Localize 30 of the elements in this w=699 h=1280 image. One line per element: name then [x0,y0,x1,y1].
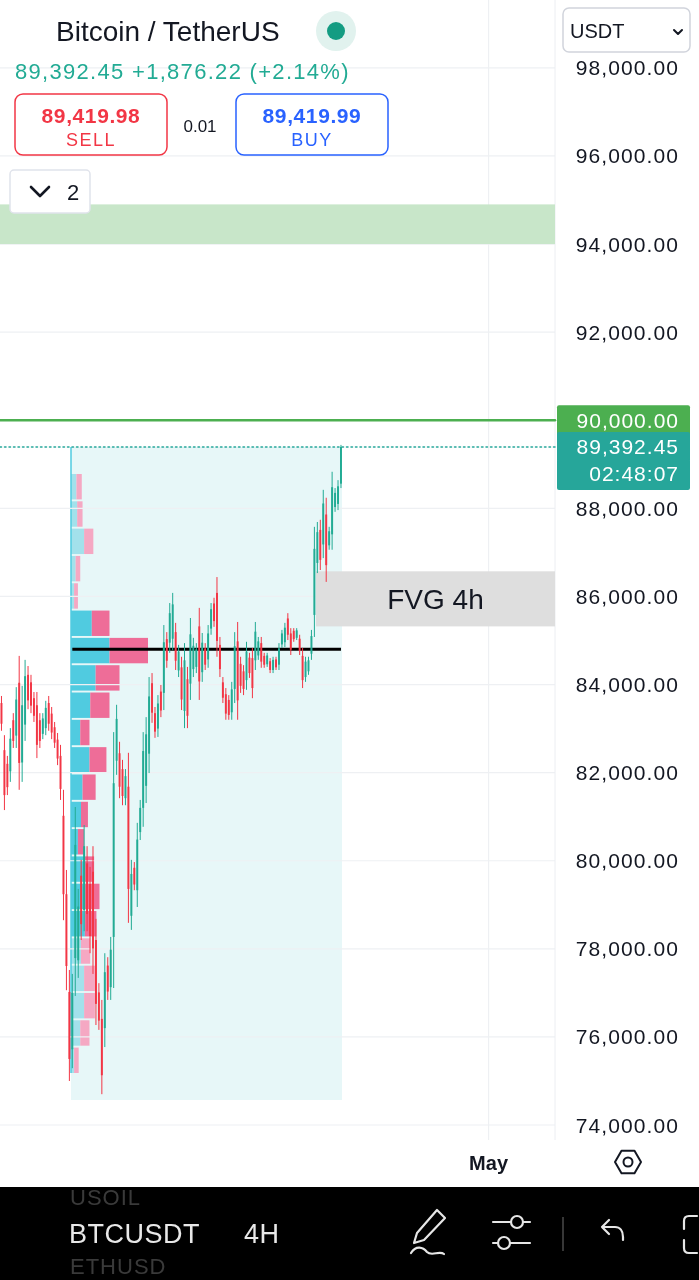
annotation: 2 [66,179,80,205]
x-tick-label: May [469,1152,509,1174]
y-tick-label: 96,000.00 [575,144,679,168]
y-tick-label: 94,000.00 [575,232,679,256]
annotation: SELL [65,130,117,150]
text: ETHUSD [70,1253,167,1279]
annotation: 89,419.99 [262,103,362,127]
y-tick-label: 76,000.00 [575,1025,679,1049]
y-tick-label: 92,000.00 [575,320,679,344]
y-tick-label: 84,000.00 [575,673,679,697]
annotation: BUY [291,130,333,150]
y-tick-label: 82,000.00 [575,761,679,785]
y-tick-label: 88,000.00 [575,496,679,520]
y-tick-label: 80,000.00 [575,849,679,873]
ref-line-label: 89,392.45 [576,435,679,459]
text: 89,392.45 +1,876.22 (+2.14%) [15,58,350,84]
band-label: FVG 4h [387,583,484,615]
text: 02:48:07 [589,461,679,485]
annotation: 0.01 [183,116,217,136]
text: USOIL [70,1184,142,1210]
annotation: 89,419.98 [41,103,141,127]
text: BTCUSDT [69,1219,200,1249]
text: USDT [570,20,625,42]
text: 4H [244,1219,280,1249]
y-tick-label: 74,000.00 [575,1113,679,1137]
y-tick-label: 78,000.00 [575,937,679,961]
y-tick-label: 86,000.00 [575,584,679,608]
ref-line-label: 90,000.00 [576,408,679,432]
y-tick-label: 98,000.00 [575,56,679,80]
text: Bitcoin / TetherUS [56,15,280,47]
